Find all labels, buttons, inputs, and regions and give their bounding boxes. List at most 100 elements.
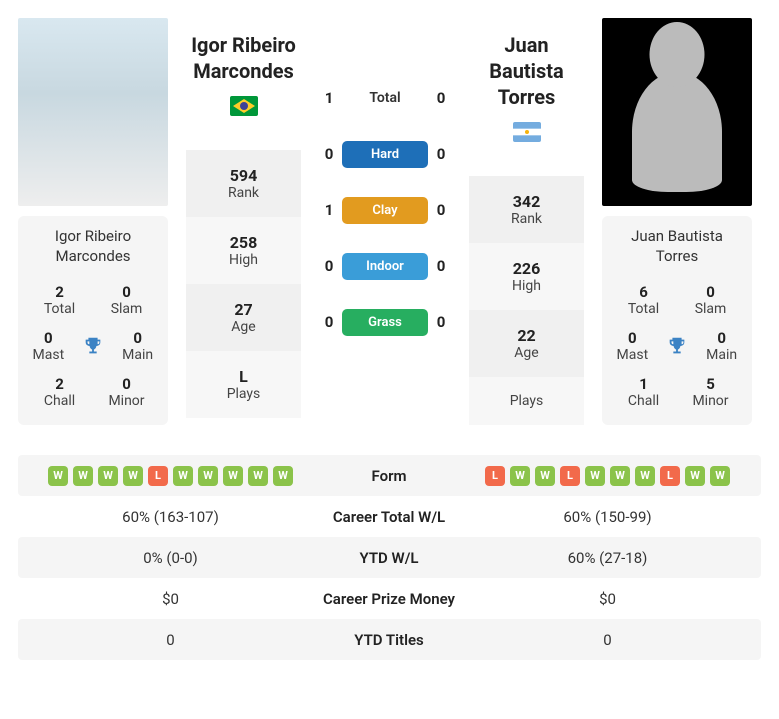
stat-value: 2 bbox=[26, 375, 93, 393]
age-value: 22 bbox=[469, 326, 584, 345]
form-badge[interactable]: W bbox=[535, 466, 555, 486]
player2-value: $0 bbox=[455, 590, 760, 608]
comparison-table: WWWWLWWWWW Form LWWLWWWLWW 60% (163-107)… bbox=[18, 455, 761, 660]
player1-form: WWWWLWWWWW bbox=[18, 466, 323, 486]
form-badge[interactable]: L bbox=[485, 466, 505, 486]
player2-value: 0 bbox=[455, 631, 760, 649]
player2-name-col: Juan Bautista Torres 342Rank 226High 22A… bbox=[469, 18, 584, 425]
comp-label: Form bbox=[323, 467, 455, 485]
comp-label: YTD W/L bbox=[323, 549, 455, 567]
form-badge[interactable]: W bbox=[685, 466, 705, 486]
h2h-column: 1Total0 0Hard0 1Clay0 0Indoor0 0Grass0 bbox=[319, 18, 451, 425]
surface-label: Total bbox=[342, 84, 428, 112]
rank-value: 342 bbox=[469, 192, 584, 211]
player1-value: $0 bbox=[18, 590, 323, 608]
form-badge[interactable]: W bbox=[198, 466, 218, 486]
player1-name-small: Igor Ribeiro Marcondes bbox=[26, 226, 160, 267]
player1-photo bbox=[18, 18, 168, 206]
form-badge[interactable]: L bbox=[148, 466, 168, 486]
h2h-p1: 0 bbox=[319, 313, 339, 331]
stat-label: Main bbox=[699, 347, 744, 363]
h2h-row-indoor: 0Indoor0 bbox=[319, 238, 451, 294]
stat-label: Minor bbox=[93, 393, 160, 409]
stat-value: 0 bbox=[93, 375, 160, 393]
stat-value: 0 bbox=[115, 329, 160, 347]
player1-fullname: Igor Ribeiro Marcondes bbox=[186, 32, 301, 84]
stat-label: Main bbox=[115, 347, 160, 363]
form-badge[interactable]: W bbox=[223, 466, 243, 486]
brazil-flag-icon bbox=[230, 96, 258, 116]
h2h-p1: 1 bbox=[319, 89, 339, 107]
high-value: 258 bbox=[186, 233, 301, 252]
stat-label: Mast bbox=[610, 347, 655, 363]
surface-label[interactable]: Grass bbox=[342, 309, 428, 336]
player2-card: Juan Bautista Torres 6Total 0Slam 0Mast … bbox=[602, 18, 752, 425]
form-badge[interactable]: L bbox=[660, 466, 680, 486]
h2h-p1: 0 bbox=[319, 257, 339, 275]
h2h-p2: 0 bbox=[431, 313, 451, 331]
form-badge[interactable]: W bbox=[635, 466, 655, 486]
stat-value: 0 bbox=[26, 329, 71, 347]
rank-label: Rank bbox=[186, 185, 301, 201]
surface-label[interactable]: Hard bbox=[342, 141, 428, 168]
age-label: Age bbox=[469, 345, 584, 361]
high-value: 226 bbox=[469, 259, 584, 278]
h2h-p2: 0 bbox=[431, 89, 451, 107]
form-badge[interactable]: W bbox=[123, 466, 143, 486]
player2-name-small: Juan Bautista Torres bbox=[610, 226, 744, 267]
stat-label: Slam bbox=[93, 301, 160, 317]
stat-value: 0 bbox=[677, 283, 744, 301]
h2h-row-grass: 0Grass0 bbox=[319, 294, 451, 350]
player1-name-col: Igor Ribeiro Marcondes 594Rank 258High 2… bbox=[186, 18, 301, 425]
rank-label: Rank bbox=[469, 211, 584, 227]
stat-value: 5 bbox=[677, 375, 744, 393]
player2-fullname: Juan Bautista Torres bbox=[469, 32, 584, 110]
player1-stats-block: Igor Ribeiro Marcondes 2Total 0Slam 0Mas… bbox=[18, 216, 168, 425]
comp-row-ytd-wl: 0% (0-0) YTD W/L 60% (27-18) bbox=[18, 537, 761, 578]
form-badge[interactable]: W bbox=[98, 466, 118, 486]
player1-value: 0% (0-0) bbox=[18, 549, 323, 567]
h2h-p2: 0 bbox=[431, 145, 451, 163]
h2h-p2: 0 bbox=[431, 257, 451, 275]
surface-label[interactable]: Indoor bbox=[342, 253, 428, 280]
trophy-icon bbox=[82, 335, 104, 357]
form-badge[interactable]: W bbox=[273, 466, 293, 486]
player2-form: LWWLWWWLWW bbox=[455, 466, 760, 486]
form-badge[interactable]: W bbox=[48, 466, 68, 486]
form-badge[interactable]: W bbox=[710, 466, 730, 486]
top-section: Igor Ribeiro Marcondes 2Total 0Slam 0Mas… bbox=[18, 18, 761, 425]
silhouette-icon bbox=[632, 72, 722, 192]
surface-label[interactable]: Clay bbox=[342, 197, 428, 224]
rank-value: 594 bbox=[186, 166, 301, 185]
player2-photo bbox=[602, 18, 752, 206]
age-label: Age bbox=[186, 319, 301, 335]
h2h-p1: 1 bbox=[319, 201, 339, 219]
comp-label: Career Prize Money bbox=[323, 590, 455, 608]
stat-value: 6 bbox=[610, 283, 677, 301]
form-badge[interactable]: L bbox=[560, 466, 580, 486]
h2h-row-hard: 0Hard0 bbox=[319, 126, 451, 182]
player2-stats-block: Juan Bautista Torres 6Total 0Slam 0Mast … bbox=[602, 216, 752, 425]
argentina-flag-icon bbox=[513, 122, 541, 142]
high-label: High bbox=[186, 252, 301, 268]
high-label: High bbox=[469, 278, 584, 294]
stat-label: Minor bbox=[677, 393, 744, 409]
player1-title-grid: 2Total 0Slam 0Mast 0Main 2Chall 0Minor bbox=[26, 277, 160, 415]
h2h-p1: 0 bbox=[319, 145, 339, 163]
stat-label: Chall bbox=[26, 393, 93, 409]
stat-label: Slam bbox=[677, 301, 744, 317]
form-badge[interactable]: W bbox=[73, 466, 93, 486]
stat-label: Total bbox=[610, 301, 677, 317]
player1-rank-col: 594Rank 258High 27Age LPlays bbox=[186, 150, 301, 418]
form-badge[interactable]: W bbox=[510, 466, 530, 486]
form-badge[interactable]: W bbox=[173, 466, 193, 486]
comp-label: Career Total W/L bbox=[323, 508, 455, 526]
form-badge[interactable]: W bbox=[610, 466, 630, 486]
form-badge[interactable]: W bbox=[585, 466, 605, 486]
plays-label: Plays bbox=[469, 393, 584, 409]
stat-value: 0 bbox=[699, 329, 744, 347]
h2h-row-clay: 1Clay0 bbox=[319, 182, 451, 238]
form-badge[interactable]: W bbox=[248, 466, 268, 486]
stat-value: 2 bbox=[26, 283, 93, 301]
comp-label: YTD Titles bbox=[323, 631, 455, 649]
